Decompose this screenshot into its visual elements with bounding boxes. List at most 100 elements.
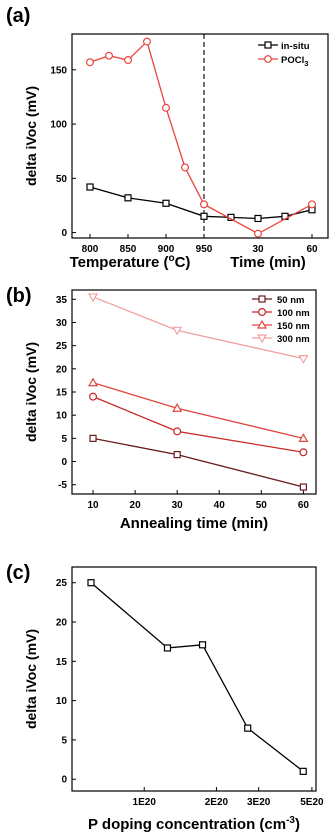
panel-c-series-0-line	[90, 582, 304, 772]
panel-c-series-0-point	[299, 767, 307, 775]
panel-b-x-tick-label: 40	[214, 500, 226, 511]
panel-c-y-tick-label: 5	[61, 735, 67, 746]
panel-b-series-3-line	[92, 296, 304, 360]
panel-b-x-tick-label: 60	[298, 500, 310, 511]
panel-c-series-0-point	[244, 724, 252, 732]
panel-b-series-0-line	[92, 437, 304, 488]
panel-b-series-0-point	[89, 434, 97, 442]
panel-b-y-tick-label: 0	[61, 457, 67, 468]
panel-c-plot-frame	[71, 566, 317, 792]
panel-b-series-2-point	[172, 403, 183, 412]
panel-a-label: (a)	[6, 5, 30, 27]
panel-a-series-1-point	[254, 229, 263, 238]
panel-b-series-2-point	[298, 433, 309, 442]
panel-b-y-tick-label: -5	[58, 480, 67, 491]
panel-b-series-0-point	[299, 483, 307, 491]
panel-b-label: (b)	[6, 285, 32, 307]
panel-b-legend: 50 nm 100 nm 150 nm 300 nm	[252, 295, 310, 345]
legend-in-situ-label: in-situ	[281, 41, 310, 52]
panel-a-series-0-point	[124, 194, 132, 202]
panel-b-y-axis-title: delta iVoc (mV)	[23, 342, 39, 442]
panel-a-series-0-line	[89, 186, 313, 220]
panel-c-series-0-point	[87, 579, 95, 587]
panel-b-x-axis-title: Annealing time (min)	[120, 515, 268, 532]
panel-a-legend: in-situ POCl3	[258, 41, 310, 68]
panel-c-x-tick-label: 2E20	[205, 797, 229, 808]
panel-b-y-tick-label: 25	[56, 341, 68, 352]
panel-a-x-title-text: Temperature (	[70, 254, 169, 271]
panel-a-x-tick-label: 30	[252, 244, 264, 255]
panel-c-y-tick-label: 10	[56, 696, 68, 707]
panel-a-series-1-point	[85, 58, 94, 67]
panel-b-legend-marker	[256, 319, 268, 329]
panel-b-legend-label: 150 nm	[277, 321, 310, 332]
panel-b-series-2-line	[92, 382, 304, 439]
panel-b-series-1-point	[173, 427, 182, 436]
panel-c-x-title-superscript: -3	[286, 815, 295, 826]
panel-b-y-tick-label: 5	[61, 434, 67, 445]
panel-c-series-0-point	[198, 641, 207, 649]
panel-b-series-2-point	[88, 377, 99, 387]
panel-a-x-title-degree: o	[168, 253, 174, 264]
panel-a-series-1-point	[123, 56, 132, 65]
panel-c-y-tick-label: 0	[61, 775, 67, 786]
panel-b-series-3-point	[88, 293, 99, 303]
panel-a-series-1-point	[143, 37, 152, 46]
panel-a-y-tick-label: 100	[50, 120, 67, 131]
panel-b-legend-label: 300 nm	[277, 334, 310, 345]
panel-a-series-0-point	[254, 214, 262, 223]
panel-c-label: (c)	[6, 562, 30, 584]
panel-a-x-title-unit: C)	[175, 254, 191, 271]
panel-b-legend-marker	[258, 308, 267, 317]
panel-a-series-1-point	[308, 200, 317, 209]
legend-pocl3-subscript: 3	[304, 59, 308, 68]
panel-b-series-3-point	[298, 355, 309, 364]
chart-panel-c: 0 5 10 15 20 25 1E20 2E20 3E20 5E20 delta iVoc (…	[23, 566, 324, 833]
chart-panel-b: -5 0 5 10 15 20 25 30 35 10 20 30 40 50 60 50 nm 100 n…	[23, 289, 317, 532]
panel-a-series-1-point	[162, 103, 171, 112]
legend-pocl3-label: POCl3	[281, 55, 308, 68]
panel-a-series-0-point	[86, 183, 94, 191]
panel-a-y-tick-label: 150	[50, 65, 67, 76]
panel-a-series-1-point	[104, 51, 113, 60]
panel-b-x-tick-label: 20	[130, 500, 142, 511]
panel-a-x-tick-label: 800	[82, 244, 99, 255]
panel-a-y-axis-title: delta iVoc (mV)	[23, 86, 39, 186]
chart-panel-a: 0 50 100 150 800 850 900 950 30 60 in-situ POCl3…	[23, 33, 329, 271]
panel-b-x-tick-label: 30	[172, 500, 184, 511]
panel-a-x-tick-label: 60	[306, 244, 318, 255]
panel-c-y-tick-label: 25	[56, 578, 68, 589]
panel-c-y-tick-label: 15	[56, 657, 68, 668]
panel-b-legend-marker	[258, 295, 266, 303]
legend-pocl3-name: POCl	[281, 55, 304, 66]
panel-b-series-1-point	[299, 448, 308, 457]
panel-b-x-tick-label: 50	[256, 500, 268, 511]
panel-c-series-0-point	[163, 644, 172, 652]
panel-a-series-1-point	[181, 163, 190, 172]
panel-b-y-tick-label: 30	[56, 318, 68, 329]
panel-b-y-tick-label: 35	[56, 295, 68, 306]
panel-b-legend-label: 100 nm	[277, 308, 310, 319]
panel-c-x-tick-label: 5E20	[300, 797, 324, 808]
panel-c-y-tick-label: 20	[56, 618, 68, 629]
panel-a-series-0-point	[162, 199, 170, 207]
panel-a-x-tick-label: 900	[158, 244, 175, 255]
panel-a-series-0-point	[200, 212, 208, 220]
panel-b-legend-label: 50 nm	[277, 295, 304, 306]
panel-a-x-axis-title-temperature: Temperature (oC)	[70, 253, 191, 271]
panel-a-y-tick-label: 0	[61, 228, 67, 239]
legend-pocl3-marker	[264, 55, 272, 63]
panel-c-x-tick-label: 3E20	[247, 797, 271, 808]
panel-b-y-tick-label: 20	[56, 364, 68, 375]
panel-a-y-tick-label: 50	[56, 174, 68, 185]
panel-c-y-axis-title: delta iVoc (mV)	[23, 629, 39, 729]
panel-a-series-1-point	[200, 200, 209, 209]
panel-b-y-tick-label: 15	[56, 388, 68, 399]
panel-b-series-3-point	[172, 326, 183, 336]
panel-b-y-tick-label: 10	[56, 411, 68, 422]
panel-b-series-0-point	[173, 450, 181, 459]
panel-b-series-1-point	[89, 392, 98, 401]
panel-a-plot-frame	[71, 33, 329, 239]
panel-b-legend-marker	[256, 334, 268, 344]
